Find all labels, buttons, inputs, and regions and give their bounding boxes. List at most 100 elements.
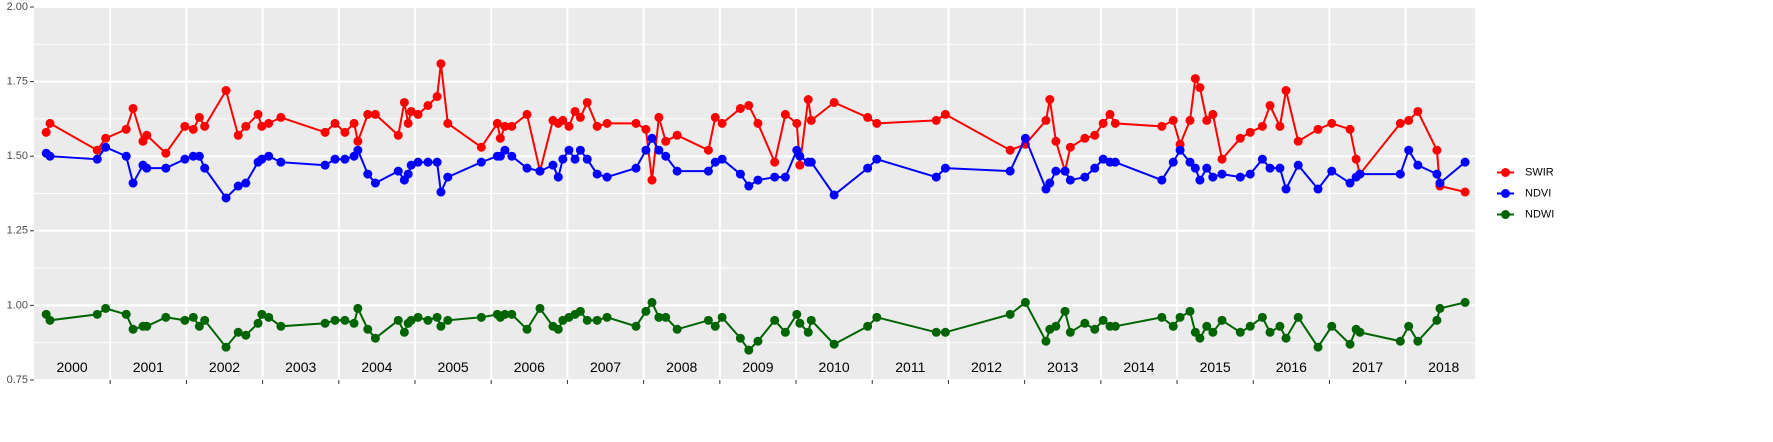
point bbox=[1404, 321, 1414, 331]
point bbox=[592, 315, 602, 325]
point bbox=[1257, 312, 1267, 322]
point bbox=[92, 154, 102, 164]
point bbox=[661, 136, 671, 146]
point bbox=[330, 118, 340, 128]
point bbox=[161, 312, 171, 322]
legend-point bbox=[1501, 189, 1510, 198]
point bbox=[1245, 127, 1255, 137]
legend-label: SWIR bbox=[1525, 166, 1554, 178]
point bbox=[1080, 133, 1090, 143]
point bbox=[829, 190, 839, 200]
year-label: 2015 bbox=[1200, 359, 1231, 375]
point bbox=[548, 160, 558, 170]
point bbox=[507, 121, 517, 131]
point bbox=[1265, 163, 1275, 173]
point bbox=[522, 324, 532, 334]
point bbox=[1060, 306, 1070, 316]
point bbox=[1110, 321, 1120, 331]
point bbox=[647, 297, 657, 307]
point bbox=[1404, 115, 1414, 125]
point bbox=[1460, 157, 1470, 167]
point bbox=[101, 303, 111, 313]
point bbox=[1327, 166, 1337, 176]
point bbox=[931, 115, 941, 125]
point bbox=[200, 315, 210, 325]
point bbox=[413, 312, 423, 322]
point bbox=[654, 312, 664, 322]
point bbox=[233, 327, 243, 337]
point bbox=[803, 95, 813, 105]
point bbox=[500, 309, 510, 319]
point bbox=[710, 157, 720, 167]
point bbox=[1257, 154, 1267, 164]
point bbox=[1105, 109, 1115, 119]
year-label: 2017 bbox=[1352, 359, 1383, 375]
point bbox=[436, 321, 446, 331]
point bbox=[257, 121, 267, 131]
point bbox=[507, 309, 517, 319]
point bbox=[241, 330, 251, 340]
point bbox=[1327, 321, 1337, 331]
point bbox=[672, 324, 682, 334]
point bbox=[41, 127, 51, 137]
point bbox=[349, 318, 359, 328]
point bbox=[253, 109, 263, 119]
point bbox=[703, 145, 713, 155]
point bbox=[717, 118, 727, 128]
point bbox=[661, 312, 671, 322]
point bbox=[744, 100, 754, 110]
point bbox=[631, 321, 641, 331]
point bbox=[522, 109, 532, 119]
point bbox=[399, 327, 409, 337]
point bbox=[1195, 83, 1205, 93]
legend-label: NDWI bbox=[1525, 208, 1554, 220]
point bbox=[221, 86, 231, 96]
point bbox=[406, 315, 416, 325]
point bbox=[180, 315, 190, 325]
point bbox=[1051, 321, 1061, 331]
point bbox=[200, 163, 210, 173]
point bbox=[1065, 175, 1075, 185]
point bbox=[806, 157, 816, 167]
point bbox=[1281, 333, 1291, 343]
point bbox=[1257, 121, 1267, 131]
point bbox=[710, 321, 720, 331]
point bbox=[340, 154, 350, 164]
point bbox=[128, 103, 138, 113]
point bbox=[1265, 100, 1275, 110]
point bbox=[443, 118, 453, 128]
point bbox=[1202, 321, 1212, 331]
point bbox=[806, 115, 816, 125]
point bbox=[403, 118, 413, 128]
point bbox=[1235, 327, 1245, 337]
point bbox=[672, 166, 682, 176]
point bbox=[363, 169, 373, 179]
point bbox=[476, 312, 486, 322]
point bbox=[128, 178, 138, 188]
point bbox=[121, 124, 131, 134]
point bbox=[194, 321, 204, 331]
point bbox=[703, 166, 713, 176]
point bbox=[92, 309, 102, 319]
point bbox=[1157, 175, 1167, 185]
point bbox=[558, 115, 568, 125]
point bbox=[1432, 169, 1442, 179]
point bbox=[795, 318, 805, 328]
point bbox=[1345, 178, 1355, 188]
point bbox=[1355, 327, 1365, 337]
point bbox=[500, 145, 510, 155]
point bbox=[1355, 169, 1365, 179]
point bbox=[142, 163, 152, 173]
point bbox=[45, 151, 55, 161]
point bbox=[872, 154, 882, 164]
point bbox=[1345, 124, 1355, 134]
y-tick-label: 2.00 bbox=[7, 1, 28, 13]
point bbox=[1090, 163, 1100, 173]
point bbox=[1175, 145, 1185, 155]
point bbox=[863, 112, 873, 122]
point bbox=[803, 327, 813, 337]
point bbox=[744, 345, 754, 355]
point bbox=[780, 327, 790, 337]
point bbox=[1217, 315, 1227, 325]
point bbox=[1281, 86, 1291, 96]
